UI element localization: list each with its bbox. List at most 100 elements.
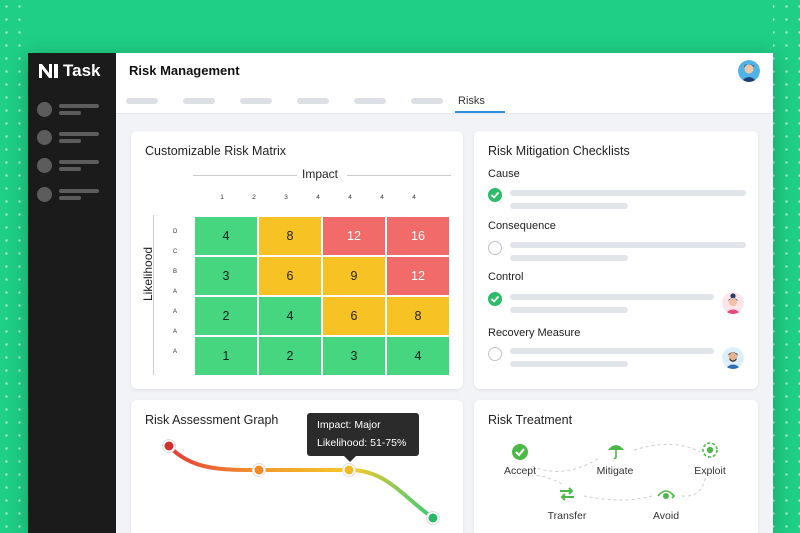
checklist-label-cause: Cause xyxy=(488,168,520,180)
row-letter: A xyxy=(173,289,178,295)
matrix-cell[interactable]: 16 xyxy=(386,216,450,256)
checklist-checkbox-control[interactable] xyxy=(488,292,502,306)
checklist-checkbox-recovery[interactable] xyxy=(488,347,502,361)
checklist-label-control: Control xyxy=(488,271,524,283)
checklist-bar xyxy=(510,348,714,354)
page-title: Risk Management xyxy=(129,63,240,78)
row-letter: C xyxy=(173,249,178,255)
tab-placeholder-2[interactable] xyxy=(183,98,215,104)
matrix-cell[interactable]: 2 xyxy=(258,336,322,376)
accept-label: Accept xyxy=(503,465,537,477)
risk-trend-line xyxy=(167,444,435,520)
matrix-cell[interactable]: 3 xyxy=(194,256,258,296)
umbrella-icon[interactable] xyxy=(606,440,626,460)
likelihood-axis-label: Likelihood xyxy=(141,246,155,301)
checklist-checkbox-consequence[interactable] xyxy=(488,241,502,255)
matrix-cell[interactable]: 2 xyxy=(194,296,258,336)
check-icon xyxy=(490,191,500,199)
treatment-flow xyxy=(531,443,707,501)
matrix-cell[interactable]: 8 xyxy=(386,296,450,336)
risk-treatment-title: Risk Treatment xyxy=(488,413,573,427)
app-logo[interactable]: Task xyxy=(38,61,101,81)
column-number: 1 xyxy=(220,194,224,201)
row-letter: D xyxy=(173,229,178,235)
sidebar-item-1[interactable] xyxy=(37,102,115,118)
checklist-bar xyxy=(510,307,628,313)
checklist-bar xyxy=(510,255,628,261)
risk-treatment-card: Risk Treatment Accept Mitigate Exploit T… xyxy=(474,400,758,533)
checklist-bar xyxy=(510,242,746,248)
matrix-cell[interactable]: 1 xyxy=(194,336,258,376)
checklist-checkbox-cause[interactable] xyxy=(488,188,502,202)
user-avatar[interactable] xyxy=(738,60,760,82)
matrix-cell[interactable]: 6 xyxy=(322,296,386,336)
avoid-label: Avoid xyxy=(652,510,680,522)
column-number: 4 xyxy=(348,194,352,201)
sidebar-item-2[interactable] xyxy=(37,130,115,146)
tab-placeholder-5[interactable] xyxy=(354,98,386,104)
man-avatar-icon xyxy=(722,347,744,369)
matrix-cell[interactable]: 4 xyxy=(258,296,322,336)
matrix-cell[interactable]: 6 xyxy=(258,256,322,296)
logo-text: Task xyxy=(63,61,101,80)
matrix-cell[interactable]: 12 xyxy=(322,216,386,256)
tab-placeholder-3[interactable] xyxy=(240,98,272,104)
matrix-cell[interactable]: 9 xyxy=(322,256,386,296)
checklist-bar xyxy=(510,361,628,367)
app-window: Task Risk Management Risks Customizable … xyxy=(28,53,773,533)
column-number: 4 xyxy=(380,194,384,201)
woman-avatar-icon xyxy=(722,292,744,314)
likelihood-line xyxy=(153,215,154,375)
tab-placeholder-1[interactable] xyxy=(126,98,158,104)
matrix-cell[interactable]: 3 xyxy=(322,336,386,376)
row-letter: A xyxy=(173,329,178,335)
matrix-cell[interactable]: 12 xyxy=(386,256,450,296)
assignee-avatar-man[interactable] xyxy=(722,347,744,369)
row-letter: A xyxy=(173,309,178,315)
checklist-bar xyxy=(510,294,714,300)
accept-icon[interactable] xyxy=(510,442,530,462)
risk-trend-chart xyxy=(162,439,440,525)
tab-placeholder-6[interactable] xyxy=(411,98,443,104)
impact-line-right xyxy=(347,175,451,176)
column-number: 4 xyxy=(412,194,416,201)
row-letter: B xyxy=(173,269,178,275)
sidebar: Task xyxy=(28,53,116,533)
matrix-cell[interactable]: 4 xyxy=(194,216,258,256)
matrix-cell[interactable]: 8 xyxy=(258,216,322,256)
mitigate-label: Mitigate xyxy=(596,465,634,477)
impact-axis-label: Impact xyxy=(302,167,339,181)
row-letter: A xyxy=(173,349,178,355)
checklist-label-recovery: Recovery Measure xyxy=(488,327,581,339)
column-number: 3 xyxy=(284,194,288,201)
checklist-bar xyxy=(510,203,628,209)
mitigation-title: Risk Mitigation Checklists xyxy=(488,144,630,158)
logo-icon xyxy=(39,64,58,78)
matrix-cell[interactable]: 4 xyxy=(386,336,450,376)
exploit-label: Exploit xyxy=(694,465,726,477)
exploit-icon[interactable] xyxy=(700,440,720,460)
avoid-icon[interactable] xyxy=(656,484,676,504)
assignee-avatar-woman[interactable] xyxy=(722,292,744,314)
checklist-bar xyxy=(510,190,746,196)
tab-risks[interactable]: Risks xyxy=(458,95,485,107)
mitigation-card: Risk Mitigation Checklists Cause Consequ… xyxy=(474,131,758,389)
risk-matrix-title: Customizable Risk Matrix xyxy=(145,144,287,158)
graph-tooltip: Impact: Major Likelihood: 51-75% xyxy=(307,413,419,456)
active-tab-indicator xyxy=(455,111,505,113)
tab-placeholder-4[interactable] xyxy=(297,98,329,104)
column-number: 2 xyxy=(252,194,256,201)
sidebar-item-4[interactable] xyxy=(37,187,115,203)
impact-line-left xyxy=(193,175,297,176)
checklist-label-consequence: Consequence xyxy=(488,220,556,232)
column-number: 4 xyxy=(316,194,320,201)
tooltip-likelihood: Likelihood: 51-75% xyxy=(317,437,407,449)
sidebar-item-3[interactable] xyxy=(37,158,115,174)
transfer-label: Transfer xyxy=(547,510,587,522)
assessment-graph-title: Risk Assessment Graph xyxy=(145,413,279,427)
transfer-icon[interactable] xyxy=(557,484,577,504)
check-icon xyxy=(490,295,500,303)
tooltip-impact: Impact: Major xyxy=(317,419,381,431)
tooltip-arrow xyxy=(344,456,356,462)
